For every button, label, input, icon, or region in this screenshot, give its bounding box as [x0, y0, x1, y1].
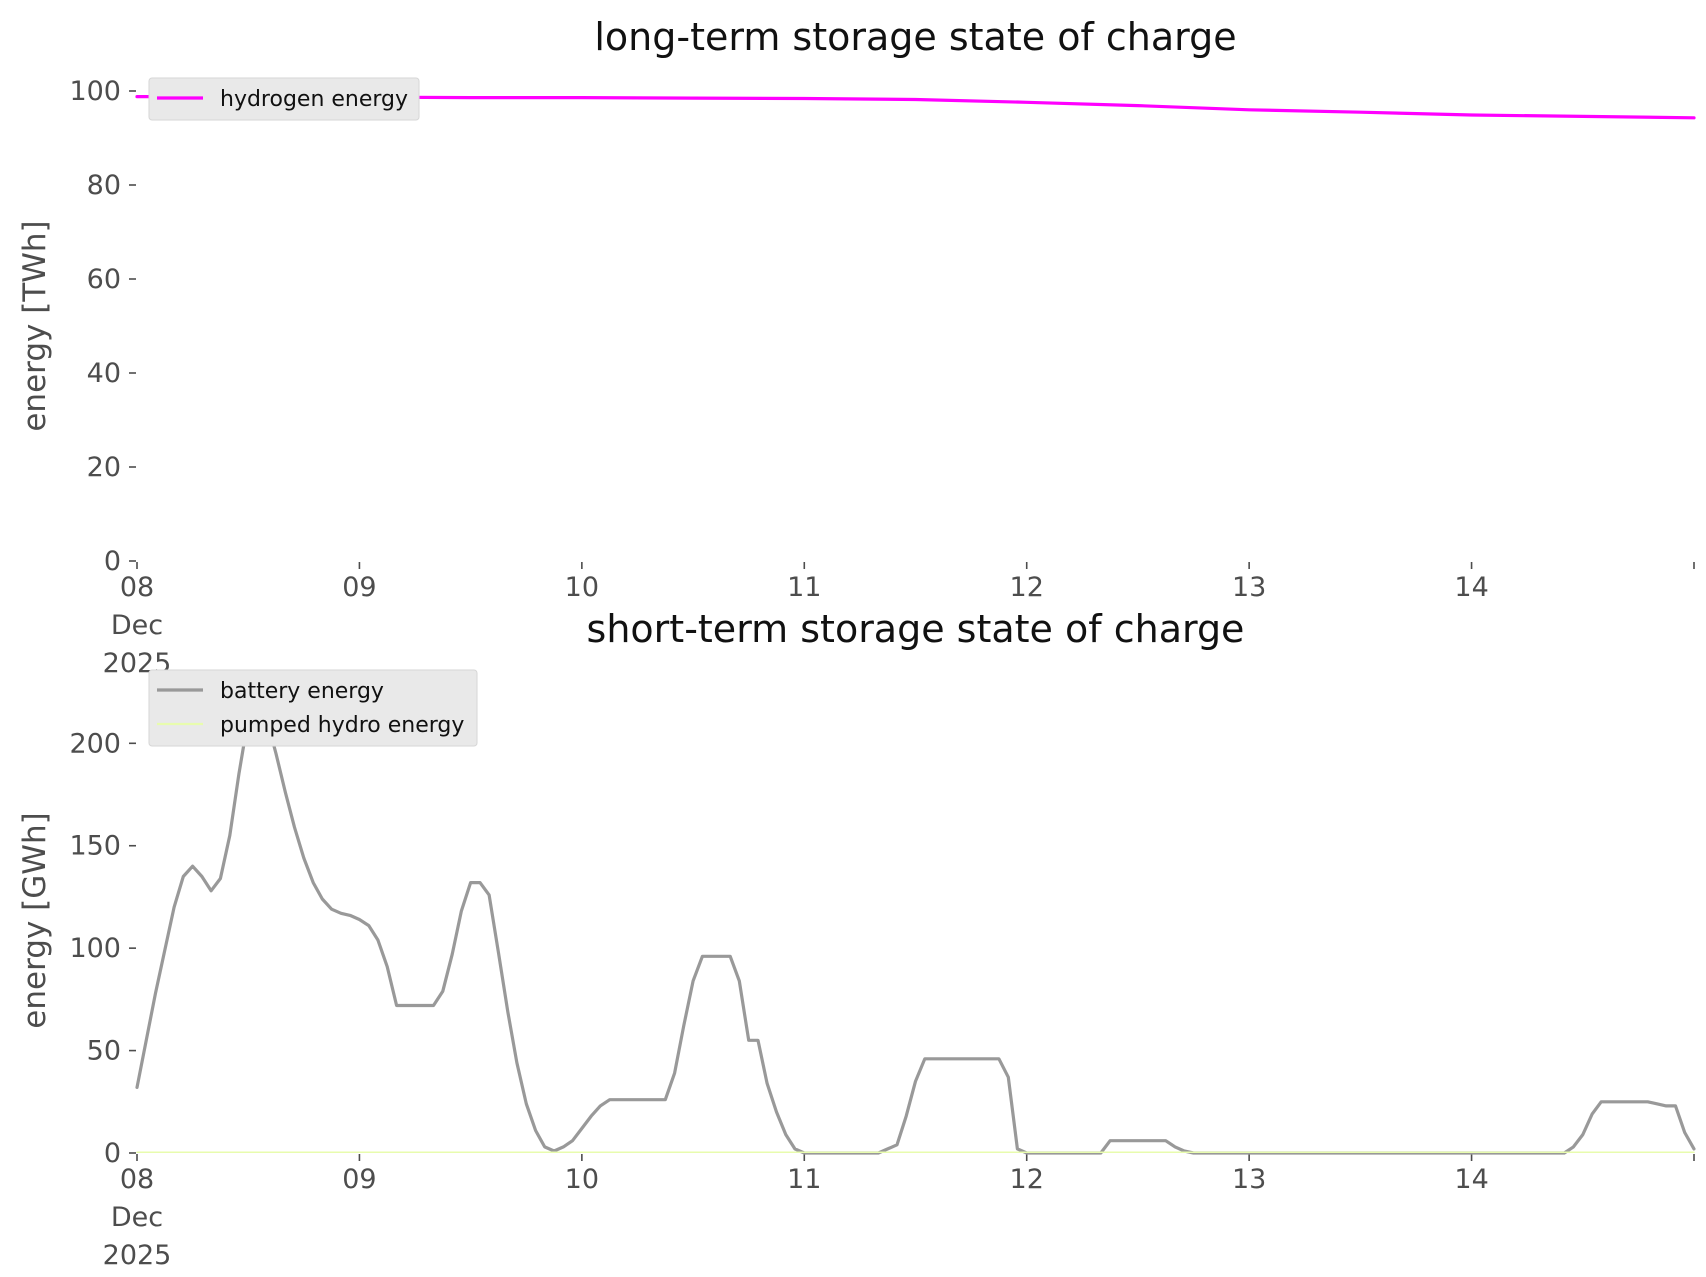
legend: hydrogen energy [148, 77, 420, 121]
chart-long-term: long-term storage state of charge energy … [17, 15, 1696, 679]
y-tick-label: 50 [87, 1036, 121, 1067]
x-tick-label: 2025 [103, 1240, 172, 1271]
x-tick-label: 12 [1010, 1164, 1044, 1195]
x-tick-label: 11 [787, 572, 821, 603]
y-tick-label: 100 [69, 933, 121, 964]
x-tick-label: Dec [111, 1202, 163, 1233]
y-tick-label: 100 [69, 76, 121, 107]
x-tick-label: 09 [342, 572, 376, 603]
y-tick-label: 0 [104, 546, 121, 577]
x-tick-label: 10 [565, 572, 599, 603]
x-tick-label: 14 [1454, 1164, 1488, 1195]
y-tick-label: 20 [87, 452, 121, 483]
y-tick-label: 0 [104, 1138, 121, 1169]
chart-short-term: short-term storage state of charge energy… [17, 607, 1696, 1271]
x-tick-label: 08 [120, 1164, 154, 1195]
y-tick-label: 80 [87, 170, 121, 201]
x-tick-label: Dec [111, 610, 163, 641]
legend-entry: battery energy [220, 679, 384, 704]
legend-entry: pumped hydro energy [220, 713, 464, 738]
x-tick-label: 13 [1232, 572, 1266, 603]
legend-box [148, 669, 478, 747]
chart-title: short-term storage state of charge [587, 607, 1245, 651]
series-line-battery-energy [135, 696, 1696, 1155]
y-axis-label: energy [GWh] [17, 812, 53, 1028]
y-axis-label: energy [TWh] [17, 220, 53, 431]
x-tick-label: 09 [342, 1164, 376, 1195]
chart-title: long-term storage state of charge [594, 15, 1236, 59]
legend-box [148, 77, 420, 121]
y-tick-label: 200 [69, 728, 121, 759]
x-tick-label: 11 [787, 1164, 821, 1195]
x-tick-label: 10 [565, 1164, 599, 1195]
y-tick-label: 60 [87, 264, 121, 295]
y-tick-label: 40 [87, 358, 121, 389]
legend-entry: hydrogen energy [220, 87, 408, 112]
x-tick-label: 14 [1454, 572, 1488, 603]
x-tick-label: 12 [1010, 572, 1044, 603]
legend: battery energy pumped hydro energy [148, 669, 478, 747]
y-tick-label: 150 [69, 831, 121, 862]
x-tick-label: 13 [1232, 1164, 1266, 1195]
x-tick-label: 08 [120, 572, 154, 603]
